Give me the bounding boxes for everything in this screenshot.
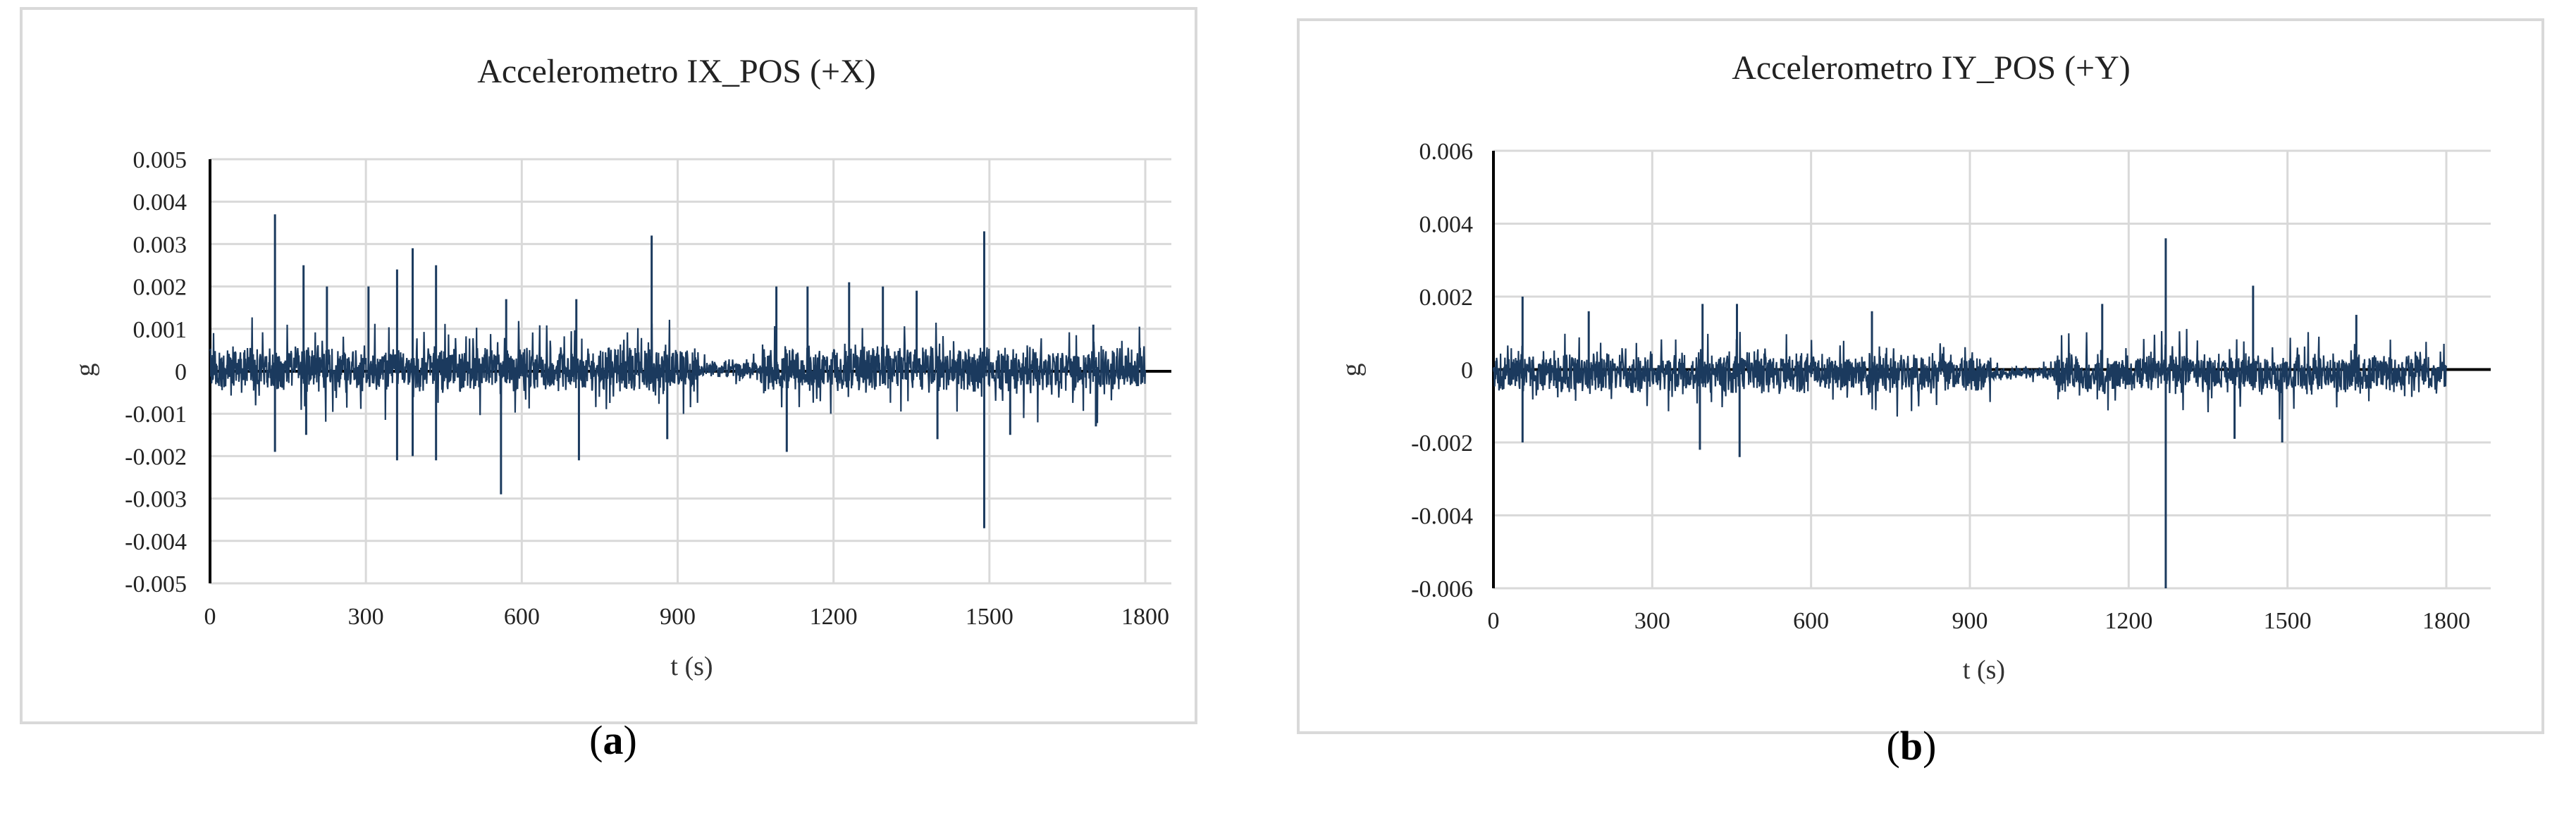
caption-close-paren: ) bbox=[624, 717, 637, 763]
signal-series bbox=[1492, 328, 2448, 420]
y-tick-label: 0.001 bbox=[133, 317, 187, 343]
y-tick-label: 0.004 bbox=[133, 190, 187, 216]
x-tick-label: 300 bbox=[348, 604, 384, 630]
x-tick-label: 1200 bbox=[810, 604, 858, 630]
y-tick-label: 0.006 bbox=[1419, 139, 1474, 165]
chart-panel-b: Accelerometro IY_POS (+Y) 0.006 0.004 0.002… bbox=[1297, 18, 2544, 734]
x-axis-label: t (s) bbox=[670, 652, 713, 681]
y-axis-label: g bbox=[70, 364, 100, 377]
chart-panel-a: Accelerometro IX_POS (+X) 0.005 0.004 0.003… bbox=[20, 7, 1197, 724]
x-axis-label: t (s) bbox=[1963, 655, 2005, 685]
y-tick-label: -0.004 bbox=[125, 529, 187, 555]
panel-caption: (a) bbox=[589, 717, 637, 763]
x-tick-label: 900 bbox=[1952, 608, 1988, 634]
y-axis-label: g bbox=[1337, 364, 1367, 377]
x-tick-label: 0 bbox=[204, 604, 216, 630]
x-tick-label: 1200 bbox=[2104, 608, 2152, 634]
chart-title: Accelerometro IX_POS (+X) bbox=[477, 53, 876, 90]
x-tick-label: 600 bbox=[1793, 608, 1829, 634]
y-tick-label: -0.004 bbox=[1411, 504, 1473, 530]
y-tick-label: 0 bbox=[175, 359, 187, 385]
caption-letter: a bbox=[603, 717, 624, 763]
y-tick-label: 0.004 bbox=[1419, 212, 1474, 238]
caption-letter: b bbox=[1900, 723, 1923, 769]
panel-caption: (b) bbox=[1887, 723, 1937, 769]
y-tick-label: -0.001 bbox=[125, 402, 187, 428]
y-tick-label: -0.002 bbox=[1411, 430, 1473, 457]
x-tick-label: 1500 bbox=[2264, 608, 2312, 634]
x-tick-label: 600 bbox=[504, 604, 540, 630]
y-tick-label: -0.002 bbox=[125, 444, 187, 470]
y-tick-label: -0.003 bbox=[125, 487, 187, 513]
caption-open-paren: ( bbox=[1887, 723, 1900, 769]
y-tick-label: 0.003 bbox=[133, 232, 187, 258]
chart-title: Accelerometro IY_POS (+Y) bbox=[1732, 49, 2131, 87]
y-tick-label: 0.005 bbox=[133, 147, 187, 173]
x-tick-label: 300 bbox=[1634, 608, 1670, 634]
x-tick-label: 0 bbox=[1488, 608, 1500, 634]
y-tick-label: -0.005 bbox=[125, 571, 187, 597]
signal-series bbox=[209, 317, 1147, 423]
x-tick-label: 1500 bbox=[966, 604, 1013, 630]
caption-close-paren: ) bbox=[1923, 723, 1936, 769]
x-tick-label: 1800 bbox=[1121, 604, 1169, 630]
y-tick-label: -0.006 bbox=[1411, 576, 1473, 602]
y-tick-label: 0.002 bbox=[1419, 285, 1474, 311]
x-tick-label: 900 bbox=[660, 604, 696, 630]
y-tick-label: 0 bbox=[1461, 358, 1473, 384]
x-tick-label: 1800 bbox=[2422, 608, 2470, 634]
caption-open-paren: ( bbox=[589, 717, 603, 763]
y-tick-label: 0.002 bbox=[133, 275, 187, 301]
